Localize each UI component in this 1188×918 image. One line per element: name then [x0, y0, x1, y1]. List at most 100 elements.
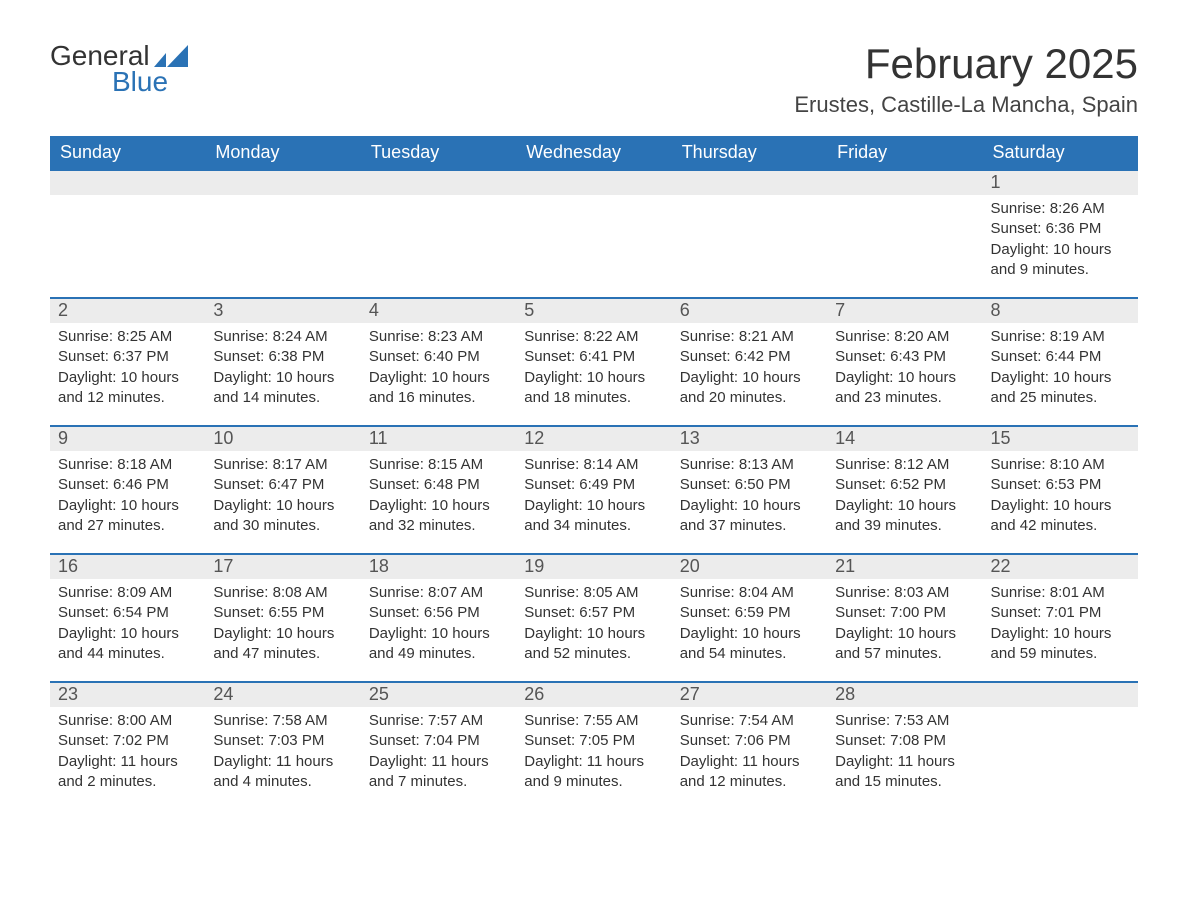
sunrise-text: Sunrise: 7:53 AM: [835, 711, 974, 731]
day-details: Sunrise: 8:10 AMSunset: 6:53 PMDaylight:…: [983, 451, 1138, 542]
day-cell: 2Sunrise: 8:25 AMSunset: 6:37 PMDaylight…: [50, 298, 205, 426]
month-title: February 2025: [794, 40, 1138, 88]
day-details: Sunrise: 8:25 AMSunset: 6:37 PMDaylight:…: [50, 323, 205, 414]
daylight-text: Daylight: 10 hours and 18 minutes.: [524, 368, 663, 409]
daylight-text: Daylight: 10 hours and 52 minutes.: [524, 624, 663, 665]
day-cell: [205, 170, 360, 298]
daylight-text: Daylight: 10 hours and 9 minutes.: [991, 240, 1130, 281]
day-cell: 5Sunrise: 8:22 AMSunset: 6:41 PMDaylight…: [516, 298, 671, 426]
day-cell: 8Sunrise: 8:19 AMSunset: 6:44 PMDaylight…: [983, 298, 1138, 426]
day-details: Sunrise: 8:22 AMSunset: 6:41 PMDaylight:…: [516, 323, 671, 414]
sunrise-text: Sunrise: 8:10 AM: [991, 455, 1130, 475]
daylight-text: Daylight: 10 hours and 16 minutes.: [369, 368, 508, 409]
location-subtitle: Erustes, Castille-La Mancha, Spain: [794, 92, 1138, 118]
day-number: 26: [516, 683, 671, 707]
day-cell: 11Sunrise: 8:15 AMSunset: 6:48 PMDayligh…: [361, 426, 516, 554]
day-number: 3: [205, 299, 360, 323]
sunrise-text: Sunrise: 8:12 AM: [835, 455, 974, 475]
sunset-text: Sunset: 7:08 PM: [835, 731, 974, 751]
day-number: 19: [516, 555, 671, 579]
day-details: Sunrise: 7:57 AMSunset: 7:04 PMDaylight:…: [361, 707, 516, 798]
daylight-text: Daylight: 11 hours and 9 minutes.: [524, 752, 663, 793]
sunrise-text: Sunrise: 8:09 AM: [58, 583, 197, 603]
day-details: Sunrise: 8:17 AMSunset: 6:47 PMDaylight:…: [205, 451, 360, 542]
day-details: Sunrise: 7:58 AMSunset: 7:03 PMDaylight:…: [205, 707, 360, 798]
flag-icon: [154, 45, 188, 67]
day-cell: 13Sunrise: 8:13 AMSunset: 6:50 PMDayligh…: [672, 426, 827, 554]
day-details: Sunrise: 8:01 AMSunset: 7:01 PMDaylight:…: [983, 579, 1138, 670]
week-row: 2Sunrise: 8:25 AMSunset: 6:37 PMDaylight…: [50, 298, 1138, 426]
sunset-text: Sunset: 7:06 PM: [680, 731, 819, 751]
daylight-text: Daylight: 10 hours and 14 minutes.: [213, 368, 352, 409]
sunrise-text: Sunrise: 7:57 AM: [369, 711, 508, 731]
day-details: Sunrise: 8:18 AMSunset: 6:46 PMDaylight:…: [50, 451, 205, 542]
day-details: Sunrise: 7:55 AMSunset: 7:05 PMDaylight:…: [516, 707, 671, 798]
day-header: Sunday: [50, 136, 205, 170]
sunset-text: Sunset: 6:43 PM: [835, 347, 974, 367]
sunrise-text: Sunrise: 7:58 AM: [213, 711, 352, 731]
day-header: Monday: [205, 136, 360, 170]
day-number: 14: [827, 427, 982, 451]
day-cell: 4Sunrise: 8:23 AMSunset: 6:40 PMDaylight…: [361, 298, 516, 426]
day-cell: 9Sunrise: 8:18 AMSunset: 6:46 PMDaylight…: [50, 426, 205, 554]
day-cell: 3Sunrise: 8:24 AMSunset: 6:38 PMDaylight…: [205, 298, 360, 426]
day-number: 28: [827, 683, 982, 707]
day-cell: 18Sunrise: 8:07 AMSunset: 6:56 PMDayligh…: [361, 554, 516, 682]
sunrise-text: Sunrise: 8:03 AM: [835, 583, 974, 603]
sunrise-text: Sunrise: 8:01 AM: [991, 583, 1130, 603]
sunrise-text: Sunrise: 8:17 AM: [213, 455, 352, 475]
daylight-text: Daylight: 10 hours and 30 minutes.: [213, 496, 352, 537]
day-number: 10: [205, 427, 360, 451]
day-number: 20: [672, 555, 827, 579]
day-details: Sunrise: 8:13 AMSunset: 6:50 PMDaylight:…: [672, 451, 827, 542]
day-details: Sunrise: 8:00 AMSunset: 7:02 PMDaylight:…: [50, 707, 205, 798]
daylight-text: Daylight: 10 hours and 59 minutes.: [991, 624, 1130, 665]
day-details: Sunrise: 8:07 AMSunset: 6:56 PMDaylight:…: [361, 579, 516, 670]
sunrise-text: Sunrise: 8:14 AM: [524, 455, 663, 475]
sunset-text: Sunset: 6:46 PM: [58, 475, 197, 495]
sunrise-text: Sunrise: 8:20 AM: [835, 327, 974, 347]
day-number: 16: [50, 555, 205, 579]
sunrise-text: Sunrise: 8:22 AM: [524, 327, 663, 347]
day-number: 12: [516, 427, 671, 451]
daylight-text: Daylight: 10 hours and 34 minutes.: [524, 496, 663, 537]
sunset-text: Sunset: 6:36 PM: [991, 219, 1130, 239]
sunrise-text: Sunrise: 8:19 AM: [991, 327, 1130, 347]
sunset-text: Sunset: 6:44 PM: [991, 347, 1130, 367]
day-details: Sunrise: 8:19 AMSunset: 6:44 PMDaylight:…: [983, 323, 1138, 414]
empty-day-bar: [50, 171, 205, 195]
daylight-text: Daylight: 10 hours and 25 minutes.: [991, 368, 1130, 409]
day-number: 5: [516, 299, 671, 323]
day-cell: 1Sunrise: 8:26 AMSunset: 6:36 PMDaylight…: [983, 170, 1138, 298]
sunset-text: Sunset: 6:50 PM: [680, 475, 819, 495]
day-details: Sunrise: 8:12 AMSunset: 6:52 PMDaylight:…: [827, 451, 982, 542]
sunrise-text: Sunrise: 8:26 AM: [991, 199, 1130, 219]
day-cell: [983, 682, 1138, 810]
day-number: 15: [983, 427, 1138, 451]
header: General Blue February 2025 Erustes, Cast…: [50, 40, 1138, 118]
day-number: 6: [672, 299, 827, 323]
week-row: 23Sunrise: 8:00 AMSunset: 7:02 PMDayligh…: [50, 682, 1138, 810]
day-details: Sunrise: 8:21 AMSunset: 6:42 PMDaylight:…: [672, 323, 827, 414]
day-cell: 28Sunrise: 7:53 AMSunset: 7:08 PMDayligh…: [827, 682, 982, 810]
sunset-text: Sunset: 6:42 PM: [680, 347, 819, 367]
day-number: 13: [672, 427, 827, 451]
day-details: Sunrise: 8:09 AMSunset: 6:54 PMDaylight:…: [50, 579, 205, 670]
day-details: Sunrise: 8:05 AMSunset: 6:57 PMDaylight:…: [516, 579, 671, 670]
sunset-text: Sunset: 7:03 PM: [213, 731, 352, 751]
day-cell: 27Sunrise: 7:54 AMSunset: 7:06 PMDayligh…: [672, 682, 827, 810]
day-cell: 10Sunrise: 8:17 AMSunset: 6:47 PMDayligh…: [205, 426, 360, 554]
daylight-text: Daylight: 10 hours and 32 minutes.: [369, 496, 508, 537]
sunset-text: Sunset: 6:59 PM: [680, 603, 819, 623]
sunset-text: Sunset: 6:55 PM: [213, 603, 352, 623]
daylight-text: Daylight: 10 hours and 57 minutes.: [835, 624, 974, 665]
day-header-row: SundayMondayTuesdayWednesdayThursdayFrid…: [50, 136, 1138, 170]
day-details: Sunrise: 8:23 AMSunset: 6:40 PMDaylight:…: [361, 323, 516, 414]
daylight-text: Daylight: 10 hours and 37 minutes.: [680, 496, 819, 537]
sunrise-text: Sunrise: 7:54 AM: [680, 711, 819, 731]
daylight-text: Daylight: 10 hours and 49 minutes.: [369, 624, 508, 665]
day-cell: 26Sunrise: 7:55 AMSunset: 7:05 PMDayligh…: [516, 682, 671, 810]
day-cell: 14Sunrise: 8:12 AMSunset: 6:52 PMDayligh…: [827, 426, 982, 554]
day-details: Sunrise: 8:08 AMSunset: 6:55 PMDaylight:…: [205, 579, 360, 670]
day-header: Thursday: [672, 136, 827, 170]
